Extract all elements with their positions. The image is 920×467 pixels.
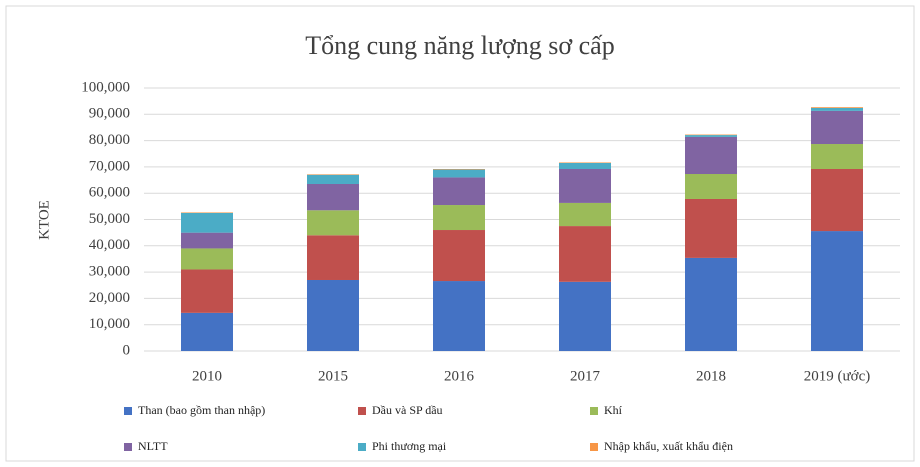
bar-segment <box>685 174 737 199</box>
bar-segment <box>307 183 359 211</box>
bar-segment <box>811 144 863 170</box>
bar-segment <box>559 226 611 282</box>
bar-segment <box>433 177 485 206</box>
y-tick-label: 20,000 <box>89 290 130 306</box>
y-tick-label: 90,000 <box>89 106 130 122</box>
legend-label: Dầu và SP dầu <box>372 403 443 417</box>
bar-segment <box>685 136 737 175</box>
y-tick-label: 0 <box>123 342 131 358</box>
y-tick-label: 70,000 <box>89 158 130 174</box>
x-tick-label: 2017 <box>570 368 601 384</box>
bar-segment <box>181 269 233 313</box>
x-tick-label: 2016 <box>444 368 475 384</box>
bar-segment <box>685 134 737 136</box>
y-tick-label: 10,000 <box>89 316 130 332</box>
y-tick-label: 40,000 <box>89 237 130 253</box>
bar-segment <box>307 174 359 175</box>
legend-swatch <box>358 407 366 415</box>
legend-label: NLTT <box>138 439 168 453</box>
bar-segment <box>685 198 737 258</box>
y-tick-label: 50,000 <box>89 211 130 227</box>
bar-segment <box>559 162 611 163</box>
legend-swatch <box>358 443 366 451</box>
legend-swatch <box>124 443 132 451</box>
bar-segment <box>433 205 485 231</box>
bar-segment <box>181 212 233 233</box>
bar-segment <box>811 107 863 108</box>
bar-segment <box>811 110 863 145</box>
x-tick-label: 2019 (ước) <box>804 368 870 384</box>
legend-swatch <box>590 443 598 451</box>
x-tick-label: 2015 <box>318 368 348 384</box>
legend-swatch <box>590 407 598 415</box>
legend-swatch <box>124 407 132 415</box>
bar-segment <box>559 281 611 351</box>
bar-segment <box>181 312 233 351</box>
x-tick-label: 2010 <box>192 368 222 384</box>
legend-label: Than (bao gồm than nhập) <box>138 403 265 417</box>
bar-segment <box>307 210 359 236</box>
bar-segment <box>685 257 737 351</box>
bar-segment <box>181 248 233 270</box>
y-tick-label: 100,000 <box>81 79 130 95</box>
bar-segment <box>811 107 863 111</box>
bar-segment <box>559 162 611 170</box>
bar-segment <box>181 212 233 213</box>
bar-segment <box>433 281 485 351</box>
bar-segment <box>433 230 485 282</box>
legend-label: Khí <box>604 403 623 417</box>
bar-segment <box>559 202 611 227</box>
y-tick-label: 30,000 <box>89 264 130 280</box>
bar-segment <box>307 279 359 351</box>
chart-title: Tổng cung năng lượng sơ cấp <box>305 31 614 60</box>
bar-segment <box>307 174 359 184</box>
bar-segment <box>685 135 737 137</box>
y-tick-label: 80,000 <box>89 132 130 148</box>
legend-label: Nhập khẩu, xuất khẩu điện <box>604 439 733 453</box>
bar-segment <box>307 235 359 280</box>
y-axis-label: KTOE <box>36 200 52 240</box>
x-tick-label: 2018 <box>696 368 726 384</box>
bar-segment <box>811 169 863 232</box>
bar-segment <box>433 169 485 178</box>
bar-segment <box>181 232 233 249</box>
legend-label: Phi thương mại <box>372 439 447 453</box>
bar-segment <box>433 169 485 170</box>
bar-segment <box>559 169 611 203</box>
y-tick-label: 60,000 <box>89 185 130 201</box>
bar-segment <box>811 231 863 351</box>
